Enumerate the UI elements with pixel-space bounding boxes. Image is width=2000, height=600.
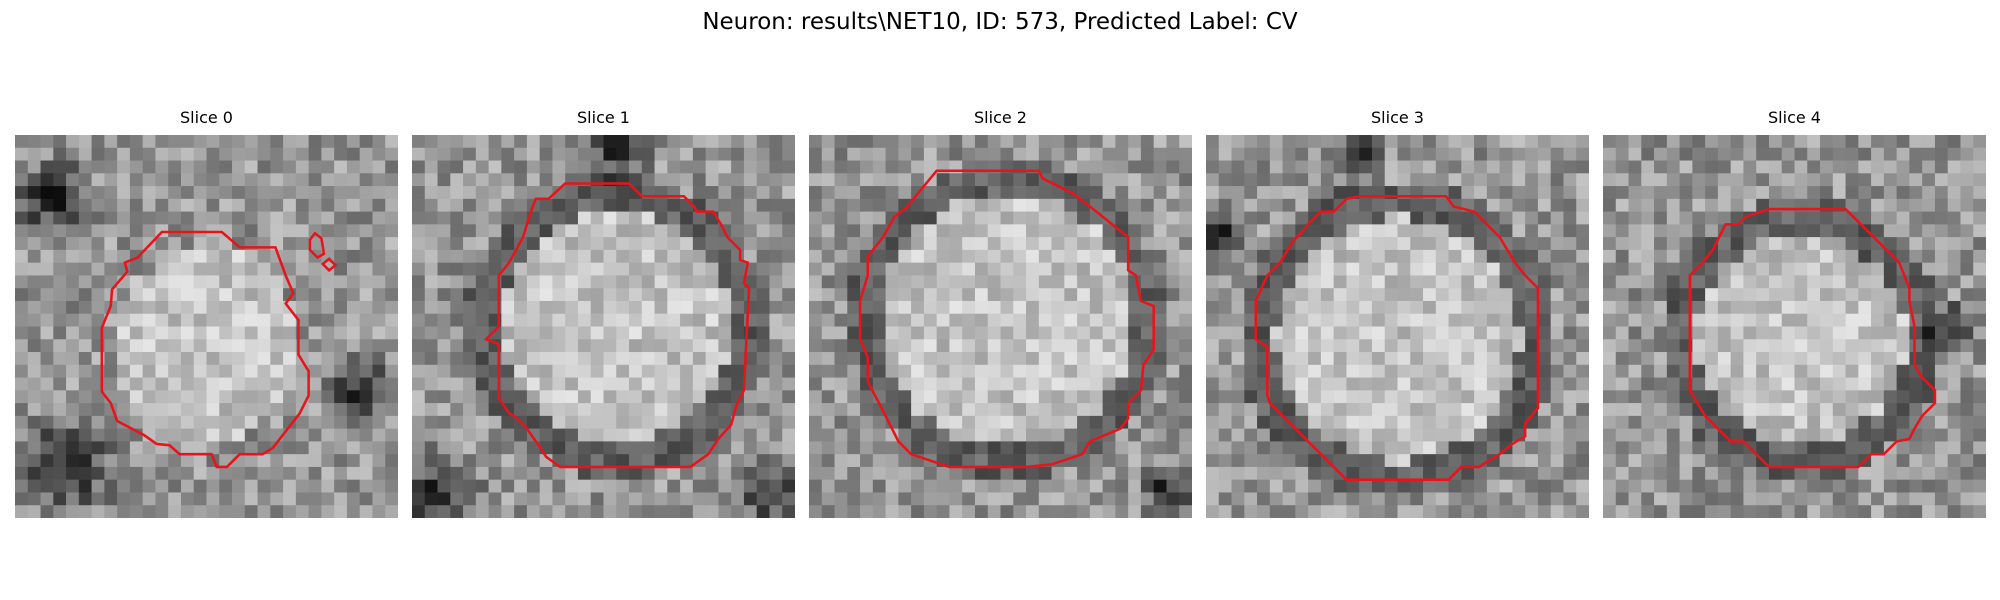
figure-title: Neuron: results\NET10, ID: 573, Predicte… [702, 9, 1298, 35]
slice-title-1: Slice 1 [577, 108, 630, 127]
slice-title-2: Slice 2 [974, 108, 1027, 127]
segmentation-contour [483, 182, 751, 469]
slice-image-1 [412, 135, 795, 518]
slice-title-0: Slice 0 [180, 108, 233, 127]
slice-pixels-4 [1603, 135, 1986, 518]
slice-image-0 [15, 135, 398, 518]
slice-pixels-2 [809, 135, 1192, 518]
segmentation-contour [320, 257, 338, 273]
slice-pixels-1 [412, 135, 795, 518]
slice-title-3: Slice 3 [1371, 108, 1424, 127]
slice-image-3 [1206, 135, 1589, 518]
segmentation-contour [858, 169, 1155, 469]
segmentation-contour [308, 231, 326, 260]
slice-pixels-0 [15, 135, 398, 518]
segmentation-contour [1688, 207, 1937, 469]
segmentation-contour [100, 230, 310, 469]
slice-image-2 [809, 135, 1192, 518]
slice-pixels-3 [1206, 135, 1589, 518]
segmentation-contour [1254, 195, 1540, 481]
slice-image-4 [1603, 135, 1986, 518]
slice-title-4: Slice 4 [1768, 108, 1821, 127]
